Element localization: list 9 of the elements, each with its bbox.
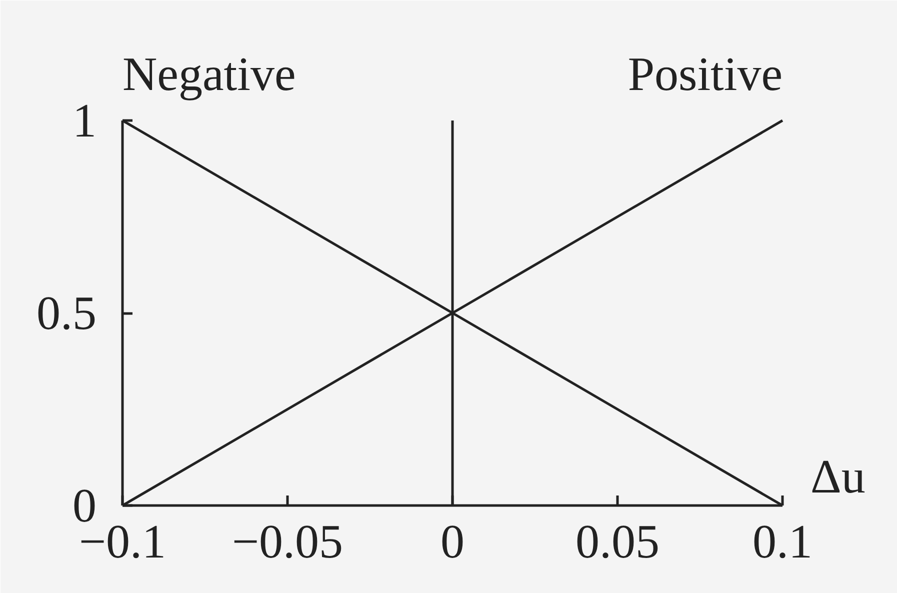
y-tick-label: 1 <box>72 94 96 148</box>
x-tick-label: 0.05 <box>576 516 660 568</box>
x-tick-label: 0.1 <box>752 516 812 568</box>
x-tick-label: 0 <box>440 516 464 568</box>
series-label: Positive <box>628 48 782 101</box>
x-tick-label: −0.05 <box>232 516 344 568</box>
x-axis-title: Δu <box>810 450 866 504</box>
y-tick-label: 0.5 <box>36 287 96 340</box>
series-label: Negative <box>122 48 296 101</box>
